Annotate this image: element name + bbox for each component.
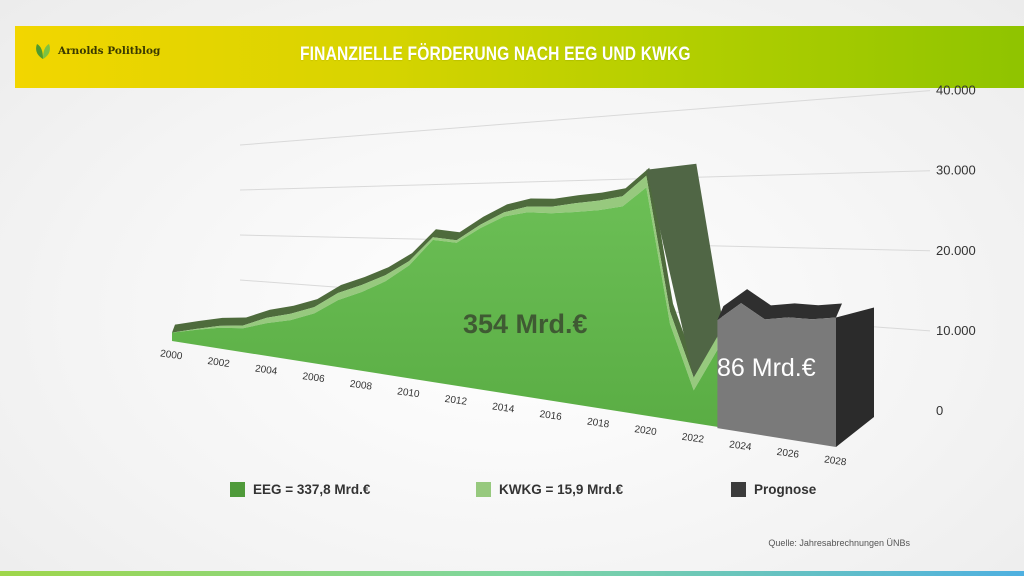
legend-item-kwkg: KWKG = 15,9 Mrd.€ bbox=[476, 482, 623, 497]
prognose-area bbox=[717, 303, 836, 447]
legend-swatch-prognose bbox=[731, 482, 746, 497]
x-tick-label: 2028 bbox=[823, 454, 847, 468]
page-title: FINANZIELLE FÖRDERUNG NACH EEG UND KWKG bbox=[300, 44, 691, 65]
x-tick-label: 2004 bbox=[254, 363, 278, 377]
x-tick-label: 2008 bbox=[349, 379, 373, 393]
legend-label-kwkg: KWKG = 15,9 Mrd.€ bbox=[499, 482, 624, 497]
legend-label-eeg: EEG = 337,8 Mrd.€ bbox=[253, 482, 371, 497]
y-tick-label: 40.000 bbox=[936, 83, 976, 98]
x-tick-label: 2002 bbox=[207, 356, 231, 370]
x-tick-label: 2010 bbox=[397, 386, 421, 400]
legend-item-prognose: Prognose bbox=[731, 482, 816, 497]
x-tick-label: 2026 bbox=[776, 447, 800, 461]
annotation-prognose-total: 86 Mrd.€ bbox=[717, 354, 816, 382]
header-banner: Arnolds Politblog FINANZIELLE FÖRDERUNG … bbox=[15, 26, 1024, 88]
legend-swatch-eeg bbox=[230, 482, 245, 497]
legend-label-prognose: Prognose bbox=[754, 482, 817, 497]
x-tick-label: 2018 bbox=[586, 416, 610, 430]
eeg-area bbox=[172, 187, 726, 429]
chart-legend: EEG = 337,8 Mrd.€ KWKG = 15,9 Mrd.€ Prog… bbox=[0, 482, 1024, 502]
x-tick-label: 2012 bbox=[444, 394, 468, 408]
leaf-icon bbox=[36, 44, 50, 59]
legend-swatch-kwkg bbox=[476, 482, 491, 497]
x-tick-label: 2006 bbox=[302, 371, 326, 385]
x-tick-label: 2020 bbox=[634, 424, 658, 438]
y-tick-label: 0 bbox=[936, 403, 943, 418]
annotation-eeg-total: 354 Mrd.€ bbox=[463, 309, 588, 339]
gridline bbox=[239, 170, 931, 191]
gridline bbox=[239, 90, 931, 146]
prognose-area-top bbox=[717, 289, 842, 321]
bottom-accent-bar bbox=[0, 571, 1024, 576]
legend-item-eeg: EEG = 337,8 Mrd.€ bbox=[230, 482, 370, 497]
brand-logo[interactable]: Arnolds Politblog bbox=[33, 41, 160, 61]
x-tick-label: 2024 bbox=[729, 439, 753, 453]
eeg-drop-wall bbox=[646, 163, 724, 378]
x-tick-label: 2000 bbox=[159, 348, 183, 362]
y-tick-label: 20.000 bbox=[936, 243, 976, 258]
prognose-side-wall bbox=[836, 307, 874, 447]
y-tick-label: 10.000 bbox=[936, 323, 976, 338]
brand-name: Arnolds Politblog bbox=[58, 45, 161, 57]
y-tick-label: 30.000 bbox=[936, 163, 976, 178]
x-tick-label: 2022 bbox=[681, 432, 705, 446]
x-tick-label: 2014 bbox=[491, 401, 515, 415]
source-note: Quelle: Jahresabrechnungen ÜNBs bbox=[768, 538, 910, 548]
x-tick-label: 2016 bbox=[539, 409, 563, 423]
